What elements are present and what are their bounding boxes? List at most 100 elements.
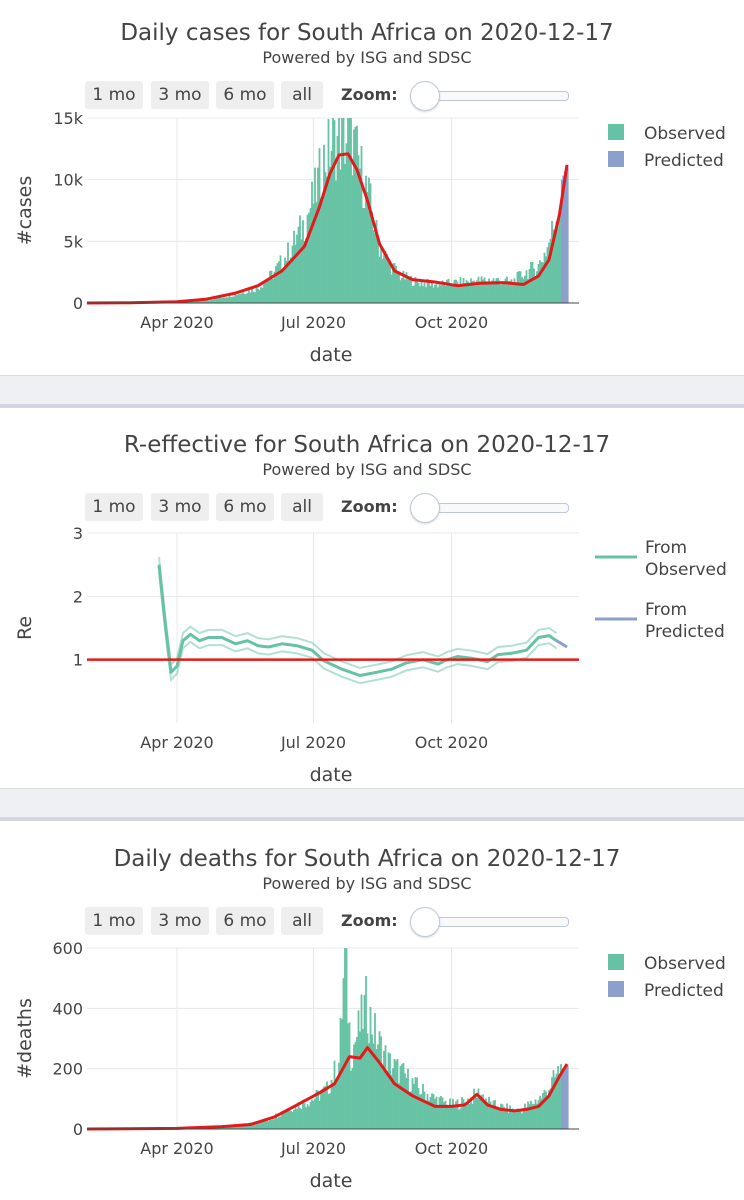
- observed-bar: [321, 200, 324, 303]
- observed-bar: [554, 231, 556, 303]
- observed-bar: [170, 302, 172, 303]
- range-button-3mo[interactable]: 3 mo: [151, 907, 209, 935]
- observed-bar: [341, 1019, 343, 1129]
- observed-bar: [416, 279, 418, 303]
- range-button-3mo[interactable]: 3 mo: [151, 493, 209, 521]
- range-button-1mo[interactable]: 1 mo: [85, 493, 143, 521]
- observed-bar: [279, 255, 282, 303]
- observed-bar: [357, 1010, 360, 1129]
- observed-bar: [503, 282, 505, 303]
- observed-bar: [323, 144, 325, 303]
- observed-bar: [488, 1096, 490, 1129]
- observed-bar: [251, 288, 253, 303]
- range-button-6mo[interactable]: 6 mo: [216, 907, 274, 935]
- observed-bar: [270, 270, 273, 303]
- observed-bar: [375, 1048, 378, 1129]
- observed-bar: [395, 265, 397, 303]
- range-button-all[interactable]: all: [281, 907, 323, 935]
- observed-bar: [554, 1077, 556, 1129]
- observed-bar: [515, 284, 517, 303]
- observed-bar: [381, 258, 384, 303]
- observed-bar: [351, 175, 354, 303]
- observed-bar: [527, 1101, 529, 1129]
- observed-bar: [234, 293, 237, 303]
- observed-bar: [435, 283, 438, 303]
- zoom-slider-handle[interactable]: [410, 81, 440, 111]
- observed-bar: [203, 1127, 205, 1129]
- observed-bar: [233, 296, 235, 303]
- observed-bar: [344, 948, 346, 1129]
- range-button-3mo[interactable]: 3 mo: [151, 81, 209, 109]
- observed-bar: [255, 286, 258, 303]
- observed-bar: [486, 281, 489, 303]
- observed-bar: [345, 948, 348, 1129]
- observed-bar: [222, 297, 225, 303]
- observed-bar: [399, 1065, 402, 1129]
- observed-bar: [338, 118, 340, 303]
- observed-bar: [506, 276, 508, 303]
- observed-bar: [201, 300, 204, 303]
- range-button-6mo[interactable]: 6 mo: [216, 493, 274, 521]
- observed-bar: [419, 1094, 421, 1129]
- observed-bar: [356, 125, 358, 304]
- observed-bar: [335, 180, 337, 303]
- observed-bar: [447, 278, 450, 303]
- observed-bar: [194, 1127, 196, 1129]
- observed-bar: [338, 1062, 340, 1129]
- observed-bar: [531, 261, 534, 303]
- zoom-slider-track[interactable]: [424, 917, 569, 927]
- observed-bar: [420, 281, 423, 303]
- zoom-slider-track[interactable]: [424, 91, 569, 101]
- observed-bar: [258, 290, 261, 303]
- observed-bar: [222, 1127, 225, 1129]
- observed-bar: [306, 1104, 309, 1129]
- zoom-slider-track[interactable]: [424, 503, 569, 513]
- observed-bar: [302, 1099, 304, 1129]
- range-button-1mo[interactable]: 1 mo: [85, 907, 143, 935]
- observed-bar: [291, 1111, 294, 1129]
- observed-bar: [185, 301, 187, 303]
- zoom-slider-handle[interactable]: [410, 493, 440, 523]
- observed-bar: [426, 278, 429, 303]
- observed-bar: [473, 280, 475, 303]
- observed-bar: [297, 226, 300, 303]
- observed-bar: [480, 276, 483, 303]
- range-button-all[interactable]: all: [281, 81, 323, 109]
- observed-bar: [533, 1103, 535, 1129]
- observed-bar: [369, 183, 372, 303]
- zoom-slider-handle[interactable]: [410, 907, 440, 937]
- observed-bar: [332, 118, 334, 303]
- observed-bar: [281, 268, 283, 303]
- range-button-all[interactable]: all: [281, 493, 323, 521]
- observed-bar: [228, 1125, 231, 1129]
- observed-upper-band: [158, 556, 558, 669]
- observed-bar: [426, 1094, 429, 1129]
- observed-bar: [189, 301, 192, 303]
- observed-bar: [323, 1086, 325, 1129]
- y-tick-label: 1: [73, 651, 83, 670]
- predicted-bar: [565, 167, 569, 303]
- observed-bar: [186, 301, 189, 303]
- re-panel: R-effective for South Africa on 2020-12-…: [0, 408, 744, 788]
- observed-bar: [360, 146, 363, 303]
- observed-bar: [195, 301, 198, 303]
- observed-bar: [219, 1126, 222, 1129]
- observed-bar: [411, 285, 414, 303]
- x-axis-title: date: [310, 344, 353, 366]
- observed-bar: [269, 1120, 271, 1129]
- observed-bar: [239, 293, 241, 303]
- observed-bar: [273, 271, 276, 303]
- x-axis-title: date: [310, 1170, 353, 1192]
- range-button-6mo[interactable]: 6 mo: [216, 81, 274, 109]
- observed-bar: [246, 292, 249, 303]
- observed-bar: [348, 118, 351, 303]
- observed-bar: [314, 1098, 316, 1129]
- range-button-1mo[interactable]: 1 mo: [85, 81, 143, 109]
- observed-bar: [510, 1110, 513, 1129]
- observed-bar: [471, 281, 474, 303]
- observed-bar: [200, 1127, 202, 1129]
- observed-bar: [476, 1097, 478, 1129]
- observed-bar: [233, 1126, 235, 1129]
- observed-bar: [350, 1070, 352, 1129]
- observed-bar: [479, 281, 481, 303]
